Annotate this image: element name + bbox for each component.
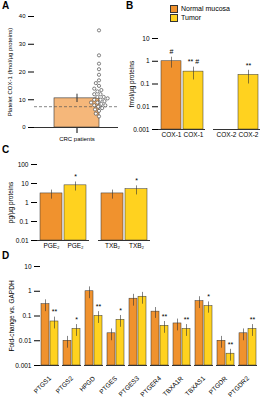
- svg-text:PTGDR2: PTGDR2: [227, 374, 251, 398]
- svg-text:#: #: [170, 48, 174, 55]
- svg-text:*: *: [75, 316, 78, 323]
- svg-text:0.01: 0.01: [16, 237, 29, 244]
- svg-text:**: **: [250, 316, 256, 323]
- svg-text:**: **: [52, 308, 58, 315]
- svg-text:PGE₂: PGE₂: [67, 242, 84, 249]
- svg-text:10: 10: [142, 35, 150, 42]
- svg-text:fmol/µg proteins: fmol/µg proteins: [128, 60, 136, 107]
- svg-text:PTGES3: PTGES3: [117, 374, 140, 397]
- svg-text:COX-2: COX-2: [217, 131, 237, 138]
- svg-text:**: **: [246, 62, 252, 69]
- svg-text:10: 10: [21, 180, 29, 187]
- svg-text:0.1: 0.1: [19, 218, 28, 225]
- svg-text:1: 1: [28, 287, 32, 294]
- svg-text:TBXAS1: TBXAS1: [184, 374, 207, 397]
- html-text:B: B: [126, 0, 134, 11]
- svg-text:0: 0: [22, 124, 26, 130]
- svg-text:PGE₂: PGE₂: [43, 242, 60, 249]
- svg-text:TXB₂: TXB₂: [105, 242, 121, 249]
- svg-text:CRC patients: CRC patients: [59, 136, 95, 142]
- svg-text:PTGES: PTGES: [98, 374, 119, 395]
- svg-text:**: **: [228, 341, 234, 348]
- svg-text:COX-2: COX-2: [239, 131, 259, 138]
- svg-text:COX-1: COX-1: [162, 131, 182, 138]
- svg-text:COX-1: COX-1: [184, 131, 204, 138]
- svg-text:PTGS1: PTGS1: [32, 374, 52, 394]
- svg-text:10: 10: [24, 263, 32, 270]
- html-text:Normal mucosa: Normal mucosa: [181, 5, 230, 12]
- svg-text:Platelet COX-1 (fmol/µg protei: Platelet COX-1 (fmol/µg proteins): [7, 28, 13, 117]
- svg-text:**: **: [184, 316, 190, 323]
- svg-text:0.01: 0.01: [137, 103, 150, 110]
- svg-text:*: *: [135, 177, 138, 184]
- svg-text:0.001: 0.001: [15, 362, 32, 369]
- svg-text:TBXA1R: TBXA1R: [161, 374, 184, 397]
- svg-text:0.001: 0.001: [133, 126, 150, 133]
- svg-text:*: *: [119, 307, 122, 314]
- svg-text:1: 1: [146, 57, 150, 64]
- svg-text:1: 1: [25, 199, 29, 206]
- svg-text:0.1: 0.1: [22, 312, 31, 319]
- html-text:D: D: [2, 250, 10, 261]
- svg-text:TXB₂: TXB₂: [129, 242, 145, 249]
- svg-text:PTGER4: PTGER4: [139, 374, 163, 398]
- svg-text:30: 30: [19, 41, 26, 47]
- svg-text:20: 20: [19, 69, 26, 75]
- svg-text:0.1: 0.1: [140, 80, 149, 87]
- svg-text:pg/µg proteins: pg/µg proteins: [7, 181, 15, 223]
- html-text:A: A: [2, 0, 10, 11]
- svg-text:**: **: [96, 303, 102, 310]
- svg-text:HPGD: HPGD: [78, 374, 96, 392]
- svg-text:** #: ** #: [188, 58, 199, 65]
- svg-text:0.01: 0.01: [19, 337, 32, 344]
- html-text:C: C: [2, 144, 10, 155]
- svg-text:Fold-change vs. GAPDH: Fold-change vs. GAPDH: [8, 280, 16, 351]
- svg-text:10: 10: [19, 97, 26, 103]
- svg-text:*: *: [207, 293, 210, 300]
- svg-text:PTGDR: PTGDR: [207, 374, 228, 395]
- svg-text:**: **: [162, 313, 168, 320]
- svg-text:40: 40: [19, 13, 26, 19]
- svg-text:PTGS2: PTGS2: [54, 374, 74, 394]
- html-text:Tumor: Tumor: [181, 14, 201, 21]
- svg-text:100: 100: [18, 161, 29, 168]
- svg-text:*: *: [74, 173, 77, 180]
